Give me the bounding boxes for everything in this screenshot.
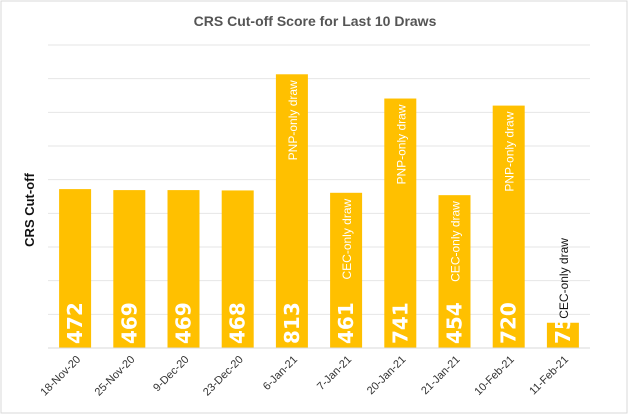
- value-label-20-Jan-21: 741: [388, 302, 412, 344]
- annotation-11-Feb-21: CEC-only draw: [557, 238, 571, 319]
- value-label-23-Dec-20: 468: [226, 302, 250, 344]
- bar-18-Nov-20: [59, 189, 92, 348]
- bar-9-Dec-20: [167, 190, 200, 348]
- annotation-7-Jan-21: CEC-only draw: [340, 198, 354, 279]
- annotation-6-Jan-21: PNP-only draw: [286, 80, 300, 160]
- annotations: PNP-only draw CEC-only draw PNP-only draw C…: [286, 80, 571, 319]
- value-label-11-Feb-21: 75: [551, 316, 575, 344]
- bar-20-Jan-21: [384, 98, 417, 348]
- x-tick-6-Jan-21: 6-Jan-21: [261, 354, 300, 393]
- bar-23-Dec-20: [221, 190, 254, 348]
- bars: [59, 74, 579, 348]
- x-tick-labels: 18-Nov-20 25-Nov-20 9-Dec-20 23-Dec-20 6-Jan…: [38, 354, 571, 399]
- x-tick-21-Jan-21: 21-Jan-21: [419, 354, 463, 398]
- value-labels: 472 469 469 468 813 461 741 454 720 75: [63, 302, 575, 344]
- x-tick-7-Jan-21: 7-Jan-21: [315, 354, 354, 393]
- value-label-10-Feb-21: 720: [497, 302, 521, 344]
- value-label-7-Jan-21: 461: [334, 302, 358, 344]
- x-tick-25-Nov-20: 25-Nov-20: [93, 354, 138, 399]
- y-axis-label: CRS Cut-off: [22, 173, 37, 247]
- x-tick-11-Feb-21: 11-Feb-21: [527, 354, 571, 398]
- x-tick-10-Feb-21: 10-Feb-21: [472, 354, 516, 398]
- annotation-10-Feb-21: PNP-only draw: [503, 111, 517, 191]
- x-tick-9-Dec-20: 9-Dec-20: [151, 354, 191, 394]
- chart-title: CRS Cut-off Score for Last 10 Draws: [194, 13, 437, 29]
- bar-25-Nov-20: [113, 190, 146, 348]
- value-label-9-Dec-20: 469: [172, 302, 196, 344]
- x-tick-20-Jan-21: 20-Jan-21: [365, 354, 409, 398]
- bar-21-Jan-21: [438, 195, 471, 348]
- bar-7-Jan-21: [330, 192, 363, 348]
- annotation-20-Jan-21: PNP-only draw: [394, 104, 408, 184]
- value-label-6-Jan-21: 813: [280, 302, 304, 344]
- bar-6-Jan-21: [275, 74, 308, 348]
- value-label-21-Jan-21: 454: [443, 302, 467, 344]
- bar-10-Feb-21: [492, 105, 525, 348]
- value-label-18-Nov-20: 472: [63, 302, 87, 344]
- x-tick-23-Dec-20: 23-Dec-20: [201, 354, 246, 399]
- value-label-25-Nov-20: 469: [117, 302, 141, 344]
- bar-11-Feb-21: [546, 322, 579, 348]
- x-tick-18-Nov-20: 18-Nov-20: [38, 354, 83, 399]
- annotation-21-Jan-21: CEC-only draw: [449, 201, 463, 282]
